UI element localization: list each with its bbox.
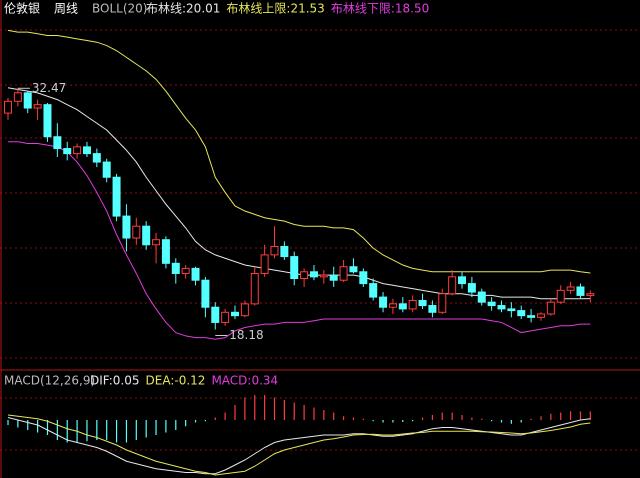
annotation: 32.47 (32, 81, 66, 95)
candle-body (23, 92, 32, 109)
candle-body (566, 286, 575, 291)
legend-label: 布林线下限: (331, 2, 395, 16)
candle-body (487, 301, 496, 307)
legend-label: 布林线: (146, 2, 186, 16)
candle-body (398, 303, 407, 310)
candle-body (576, 286, 585, 296)
legend-value: 20.01 (186, 2, 220, 16)
candle-body (379, 296, 388, 308)
candle-body (507, 308, 516, 312)
candle-body (152, 239, 161, 246)
legend-label: DEA: (146, 374, 175, 388)
line-series (7, 414, 591, 476)
candle-body (408, 299, 417, 310)
candle-body (132, 225, 141, 239)
candle-body (270, 245, 279, 256)
candle-body (53, 136, 62, 150)
candle-body (221, 311, 230, 323)
candle-body (290, 256, 299, 280)
candle-body (240, 303, 249, 317)
candle-body (359, 271, 368, 285)
candle-body (82, 146, 91, 155)
line-series (7, 87, 591, 300)
candle-body (92, 153, 101, 163)
candle-body (260, 254, 269, 274)
candle-body (122, 215, 131, 239)
candle-body (231, 311, 240, 317)
candle-body (161, 239, 170, 264)
legend-value: -0.12 (174, 374, 205, 388)
candle-body (201, 279, 210, 308)
legend-label: 布林线上限: (226, 2, 290, 16)
line-series (8, 141, 591, 340)
candle-body (280, 245, 289, 258)
candle-body (527, 315, 536, 318)
candle-body (586, 293, 595, 296)
candle-body (329, 274, 338, 281)
candle-body (211, 306, 220, 323)
legend-value: 21.53 (290, 2, 324, 16)
period: 周线 (54, 2, 78, 16)
candle-body (142, 225, 151, 246)
candle-body (4, 100, 12, 114)
legend-value: 0.05 (113, 374, 140, 388)
candle-body (112, 176, 121, 217)
candle-body (339, 266, 348, 281)
indicator: BOLL(20) (92, 2, 147, 16)
candle-body (458, 276, 467, 285)
candle-body (171, 262, 180, 274)
candle-body (319, 274, 328, 278)
candle-body (33, 104, 42, 109)
candle-body (448, 276, 457, 295)
candle-body (438, 293, 447, 313)
candle-body (309, 271, 318, 278)
candle-body (497, 305, 506, 310)
candle-body (43, 104, 52, 138)
candle-body (63, 148, 72, 155)
instrument-title: 伦敦银 (4, 1, 40, 16)
candle-body (536, 313, 545, 318)
candle-body (467, 283, 476, 293)
annotation: 18.18 (229, 328, 263, 342)
candle-body (369, 283, 378, 298)
candle-body (191, 267, 200, 281)
legend-value: 0.34 (251, 374, 278, 388)
candle-body (181, 267, 190, 274)
candle-body (428, 305, 437, 313)
candle-body (477, 291, 486, 303)
candle-body (418, 299, 427, 307)
line-series (7, 417, 591, 475)
candle-body (517, 310, 526, 317)
candle-body (546, 301, 555, 315)
legend-label: MACD: (211, 374, 251, 388)
candle-body (556, 289, 565, 303)
candle-body (102, 161, 111, 178)
candle-body (300, 271, 309, 280)
candle-body (349, 266, 358, 273)
macd-title: MACD(12,26,9) (4, 374, 95, 388)
candle-body (73, 146, 82, 155)
candle-body (13, 92, 22, 102)
line-series (7, 29, 591, 274)
candle-body (250, 272, 259, 305)
legend-label: DIF: (90, 374, 113, 388)
candle-body (388, 303, 397, 308)
legend-value: 18.50 (395, 2, 429, 16)
